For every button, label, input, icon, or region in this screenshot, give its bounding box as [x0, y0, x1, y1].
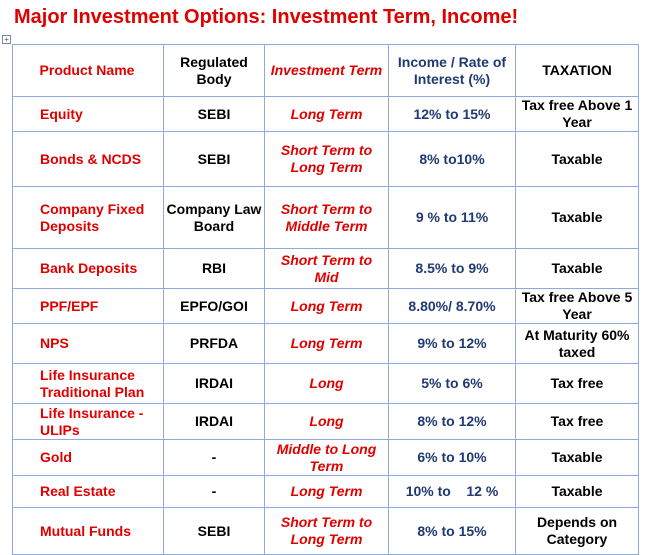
regulated-body: RBI	[163, 248, 265, 289]
table-row: Bonds & NCDS SEBI Short Term to Long Ter…	[12, 131, 639, 187]
income-rate: 9% to 12%	[388, 323, 516, 364]
investment-term: Long Term	[264, 323, 389, 364]
income-rate: 5% to 6%	[388, 363, 516, 404]
taxation: At Maturity 60% taxed	[515, 323, 639, 364]
investment-term: Long Term	[264, 475, 389, 508]
header-regulated-body: Regulated Body	[163, 44, 265, 97]
header-taxation: TAXATION	[515, 44, 639, 97]
table-row: PPF/EPF EPFO/GOI Long Term 8.80%/ 8.70% …	[12, 288, 639, 324]
investment-term: Short Term to Middle Term	[264, 186, 389, 249]
income-rate: 8.80%/ 8.70%	[388, 288, 516, 324]
product-name: Mutual Funds	[12, 507, 164, 555]
product-name: NPS	[12, 323, 164, 364]
investment-term: Short Term to Mid	[264, 248, 389, 289]
table-row: Company Fixed Deposits Company Law Board…	[12, 186, 639, 249]
income-rate: 9 % to 11%	[388, 186, 516, 249]
income-rate: 8% to10%	[388, 131, 516, 187]
taxation: Depends on Category	[515, 507, 639, 555]
product-name: Life Insurance Traditional Plan	[12, 363, 164, 404]
product-name: Life Insurance - ULIPs	[12, 403, 164, 440]
table-row: NPS PRFDA Long Term 9% to 12% At Maturit…	[12, 323, 639, 364]
investment-term: Long Term	[264, 288, 389, 324]
regulated-body: Company Law Board	[163, 186, 265, 249]
income-rate: 8% to 15%	[388, 507, 516, 555]
table-row: Life Insurance - ULIPs IRDAI Long 8% to …	[12, 403, 639, 440]
investment-term: Long	[264, 363, 389, 404]
investment-term: Short Term to Long Term	[264, 131, 389, 187]
product-name: Bonds & NCDS	[12, 131, 164, 187]
table-header-row: Product Name Regulated Body Investment T…	[12, 44, 639, 97]
header-income-rate: Income / Rate of Interest (%)	[388, 44, 516, 97]
product-name: Company Fixed Deposits	[12, 186, 164, 249]
investment-options-table: Product Name Regulated Body Investment T…	[12, 44, 639, 555]
taxation: Taxable	[515, 186, 639, 249]
regulated-body: SEBI	[163, 96, 265, 132]
income-rate: 6% to 10%	[388, 439, 516, 476]
taxation: Tax free	[515, 403, 639, 440]
table-row: Equity SEBI Long Term 12% to 15% Tax fre…	[12, 96, 639, 132]
investment-term: Short Term to Long Term	[264, 507, 389, 555]
regulated-body: SEBI	[163, 131, 265, 187]
regulated-body: PRFDA	[163, 323, 265, 364]
product-name: Equity	[12, 96, 164, 132]
header-product-name: Product Name	[12, 44, 164, 97]
product-name: Real Estate	[12, 475, 164, 508]
taxation: Tax free Above 5 Year	[515, 288, 639, 324]
regulated-body: EPFO/GOI	[163, 288, 265, 324]
page-title: Major Investment Options: Investment Ter…	[14, 6, 519, 28]
product-name: Bank Deposits	[12, 248, 164, 289]
regulated-body: -	[163, 439, 265, 476]
table-row: Life Insurance Traditional Plan IRDAI Lo…	[12, 363, 639, 404]
taxation: Taxable	[515, 475, 639, 508]
regulated-body: SEBI	[163, 507, 265, 555]
product-name: PPF/EPF	[12, 288, 164, 324]
taxation: Taxable	[515, 439, 639, 476]
investment-term: Long	[264, 403, 389, 440]
table-row: Real Estate - Long Term 10% to 12 % Taxa…	[12, 475, 639, 508]
income-rate: 10% to 12 %	[388, 475, 516, 508]
income-rate: 8% to 12%	[388, 403, 516, 440]
table-row: Bank Deposits RBI Short Term to Mid 8.5%…	[12, 248, 639, 289]
regulated-body: IRDAI	[163, 363, 265, 404]
regulated-body: IRDAI	[163, 403, 265, 440]
investment-term: Long Term	[264, 96, 389, 132]
income-rate: 8.5% to 9%	[388, 248, 516, 289]
table-move-handle-icon[interactable]: +	[2, 35, 11, 44]
investment-term: Middle to Long Term	[264, 439, 389, 476]
taxation: Tax free Above 1 Year	[515, 96, 639, 132]
header-investment-term: Investment Term	[264, 44, 389, 97]
income-rate: 12% to 15%	[388, 96, 516, 132]
taxation: Taxable	[515, 248, 639, 289]
table-row: Gold - Middle to Long Term 6% to 10% Tax…	[12, 439, 639, 476]
regulated-body: -	[163, 475, 265, 508]
product-name: Gold	[12, 439, 164, 476]
taxation: Tax free	[515, 363, 639, 404]
taxation: Taxable	[515, 131, 639, 187]
table-row: Mutual Funds SEBI Short Term to Long Ter…	[12, 507, 639, 555]
